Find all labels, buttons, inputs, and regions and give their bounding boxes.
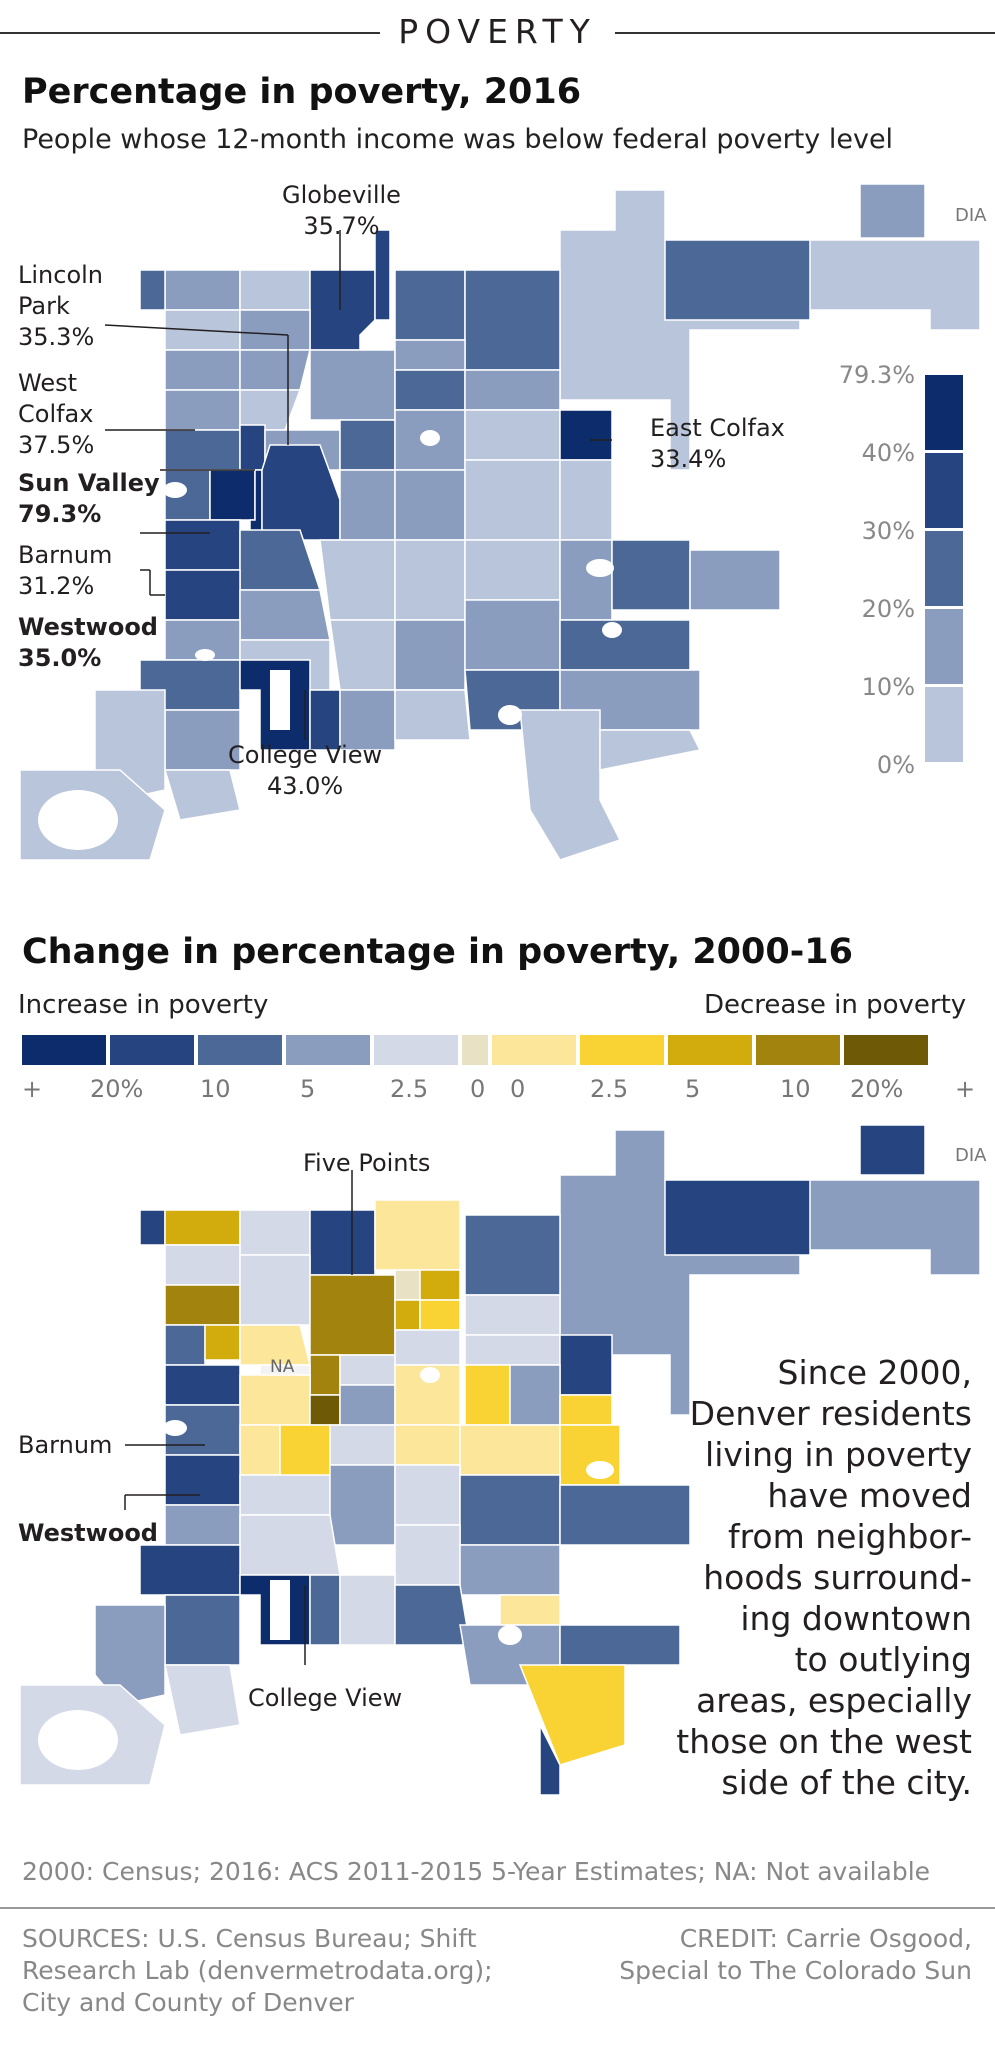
map1-tract-westwood: [164, 569, 241, 621]
colorbar-swatch: [22, 1035, 106, 1065]
story-text: Since 2000, Denver residents living in p…: [676, 1353, 972, 1802]
colorbar-swatch: [668, 1035, 752, 1065]
credit: CREDIT: Carrie Osgood, Special to The Co…: [619, 1924, 972, 1985]
increase-label: Increase in poverty: [18, 990, 269, 1020]
label-college-view-change: College View: [248, 1684, 403, 1712]
map1-tract-northeast: [664, 239, 811, 321]
map1-title: Percentage in poverty, 2016: [22, 72, 582, 112]
kicker-rule-right: [615, 32, 995, 34]
colorbar-label: +: [955, 1075, 976, 1103]
map2-tract-westwood: [164, 1454, 241, 1506]
colorbar-label: 0: [470, 1075, 486, 1103]
map1-legend-swatch: [925, 531, 963, 606]
notes: 2000: Census; 2016: ACS 2011-2015 5-Year…: [22, 1857, 931, 1886]
colorbar-swatch: [374, 1035, 458, 1065]
colorbar-swatch: [756, 1035, 840, 1065]
colorbar-swatch: [110, 1035, 194, 1065]
map1-legend-value: 10%: [861, 673, 915, 701]
colorbar-swatch: [462, 1035, 488, 1065]
label-westwood: Westwood 35.0%: [18, 613, 158, 672]
map1-tract-east-colfax: [559, 409, 613, 461]
label-barnum-change: Barnum: [18, 1431, 113, 1459]
colorbar-label: 10: [780, 1075, 811, 1103]
map1-legend-swatch: [925, 453, 963, 528]
colorbar-label: 20%: [850, 1075, 904, 1103]
colorbar-label: 20%: [90, 1075, 144, 1103]
map1-legend-swatch: [925, 609, 963, 684]
label-westwood-change: Westwood: [18, 1519, 158, 1547]
map1-legend-swatch: [925, 375, 963, 450]
map1-legend-value: 79.3%: [838, 361, 915, 389]
map2-dia-label: DIA: [955, 1145, 987, 1166]
label-globeville: Globeville 35.7%: [282, 181, 401, 240]
colorbar-label: 0: [510, 1075, 526, 1103]
map2-tract-five-points-north: [374, 1199, 461, 1271]
colorbar-label: +: [22, 1075, 43, 1103]
colorbar-label: 5: [685, 1075, 701, 1103]
label-east-colfax: East Colfax 33.4%: [650, 414, 785, 473]
map2-title: Change in percentage in poverty, 2000-16: [22, 932, 853, 972]
label-west-colfax: West Colfax 37.5%: [18, 369, 95, 459]
label-college-view: College View 43.0%: [228, 741, 383, 800]
map1-dia-label: DIA: [955, 205, 987, 226]
colorbar-label: 2.5: [390, 1075, 429, 1103]
map1-tract-west-colfax: [209, 469, 256, 521]
colorbar-label: 10: [200, 1075, 231, 1103]
poverty-2016-map: [19, 183, 981, 861]
colorbar-label: 5: [300, 1075, 316, 1103]
colorbar-swatch: [580, 1035, 664, 1065]
label-lincoln-park: Lincoln Park 35.3%: [18, 261, 104, 351]
map1-tract-dia: [859, 183, 926, 239]
map1-legend-value: 30%: [861, 517, 915, 545]
kicker: POVERTY: [0, 12, 995, 51]
colorbar-swatch: [286, 1035, 370, 1065]
poverty-change-map: [19, 1125, 981, 1796]
label-na: NA: [270, 1357, 295, 1377]
map1-legend-swatch: [925, 687, 963, 762]
decrease-label: Decrease in poverty: [704, 990, 967, 1020]
kicker-rule-left: [0, 32, 380, 34]
map1-tract-barnum: [164, 519, 241, 571]
label-barnum: Barnum 31.2%: [18, 541, 113, 600]
sources: SOURCES: U.S. Census Bureau; Shift Resea…: [22, 1924, 493, 2017]
kicker-text: POVERTY: [386, 12, 609, 51]
map1-legend-value: 20%: [861, 595, 915, 623]
map1-subtitle: People whose 12-month income was below f…: [22, 124, 894, 155]
colorbar-label: 2.5: [590, 1075, 629, 1103]
colorbar-swatch: [492, 1035, 576, 1065]
map1-legend-value: 40%: [861, 439, 915, 467]
map1-legend-value: 0%: [876, 751, 915, 779]
map2-tract-dia: [859, 1125, 926, 1176]
colorbar-swatch: [198, 1035, 282, 1065]
footer-rule: [0, 1907, 995, 1909]
map2-tract-five-points: [309, 1274, 396, 1356]
colorbar-swatch: [844, 1035, 928, 1065]
label-sun-valley: Sun Valley 79.3%: [18, 469, 160, 528]
label-five-points: Five Points: [303, 1149, 431, 1177]
